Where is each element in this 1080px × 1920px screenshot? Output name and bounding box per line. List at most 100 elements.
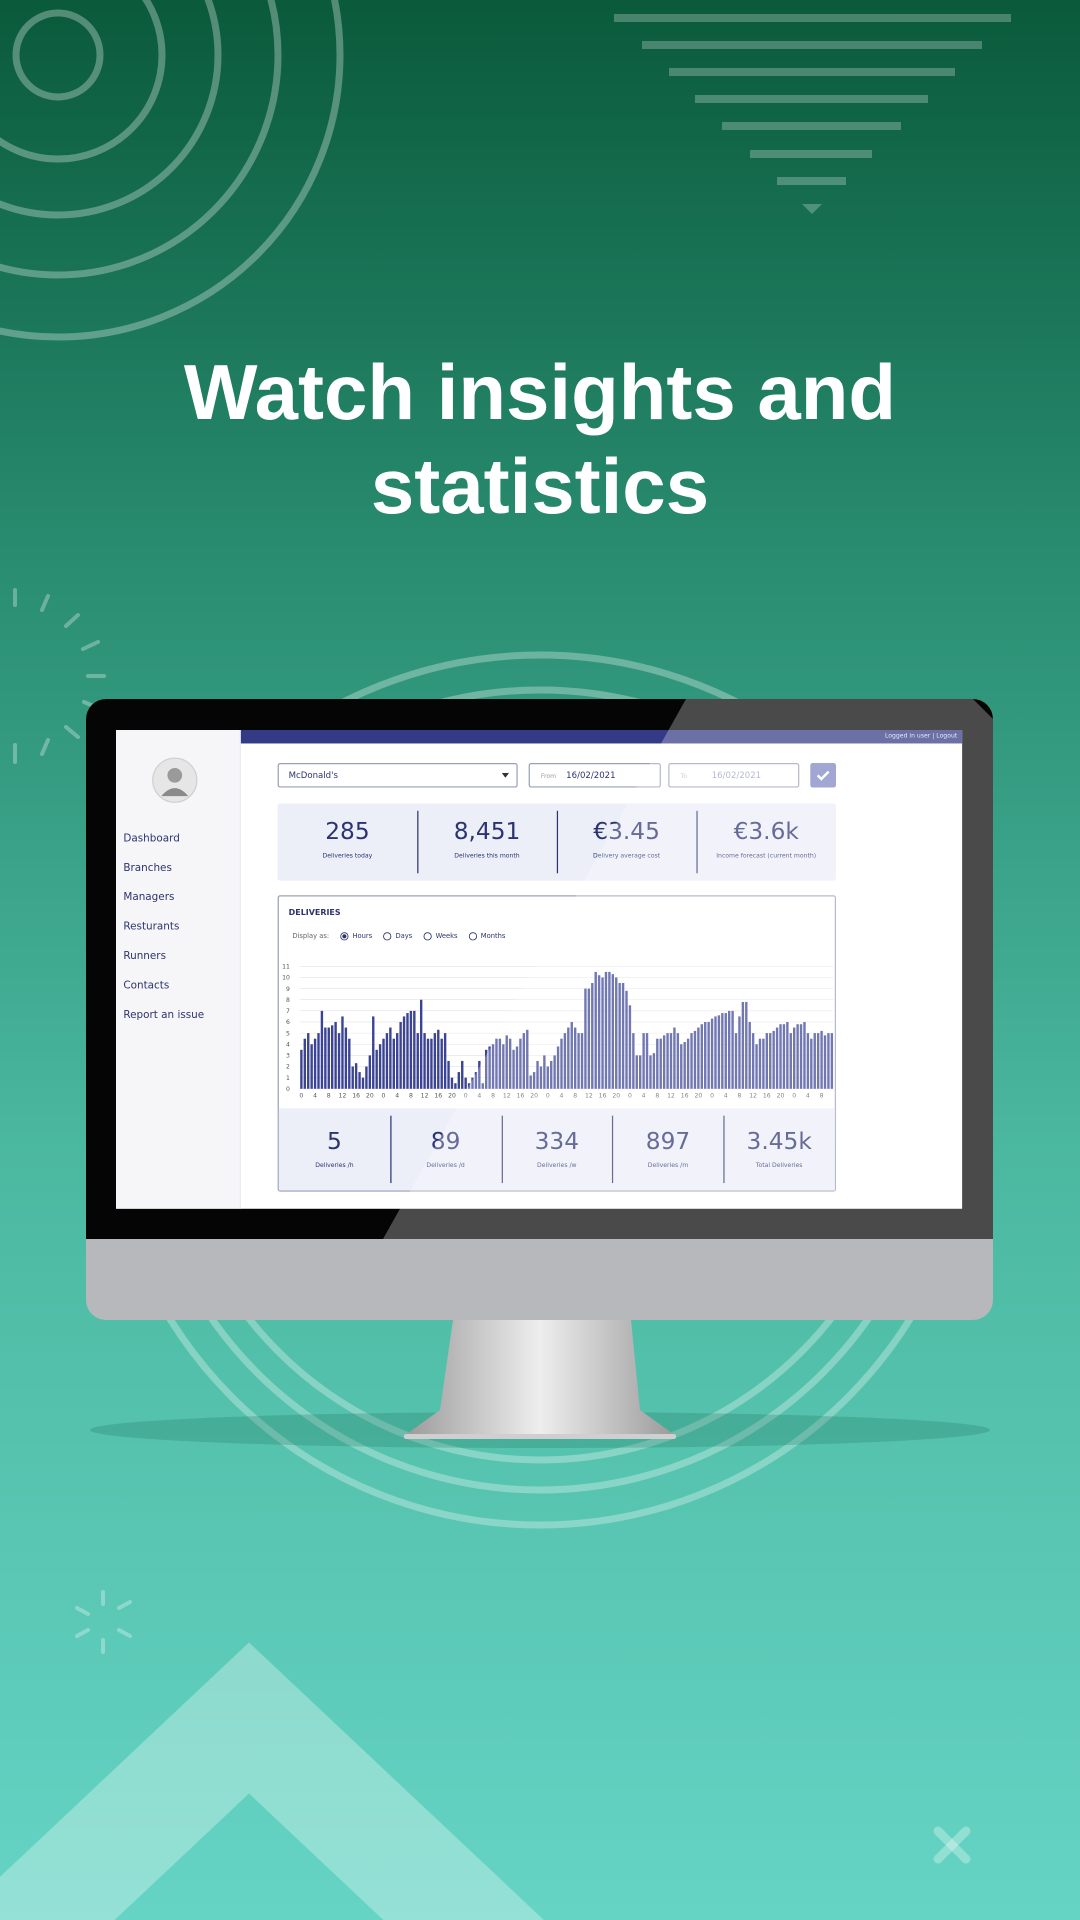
bar: [560, 1038, 563, 1089]
bar: [310, 1044, 313, 1089]
bar: [680, 1044, 683, 1089]
avatar: [152, 757, 198, 803]
bar: [669, 1033, 673, 1089]
from-label: From: [540, 772, 557, 781]
bar: [464, 1077, 467, 1089]
x-tick-label: 0: [464, 1092, 468, 1099]
bar: [419, 999, 423, 1089]
bar: [656, 1038, 659, 1089]
radio-option[interactable]: Months: [468, 932, 505, 941]
bar: [543, 1055, 546, 1089]
bar: [779, 1024, 782, 1089]
y-tick-label: 4: [286, 1041, 290, 1048]
logout-link[interactable]: Logout: [936, 732, 958, 740]
bar: [758, 1038, 762, 1089]
y-tick-label: 11: [282, 964, 290, 971]
bar: [567, 1027, 570, 1089]
stat-value: 8,451: [453, 818, 521, 846]
x-tick-label: 0: [792, 1092, 796, 1099]
bar: [508, 1038, 512, 1089]
bar: [300, 1049, 303, 1089]
radio-label: Hours: [352, 932, 373, 941]
restaurant-select[interactable]: McDonald's: [277, 763, 518, 788]
from-date[interactable]: From 16/02/2021: [528, 763, 661, 788]
bar: [361, 1077, 365, 1089]
bar: [471, 1077, 474, 1089]
x-tick-label: 12: [503, 1092, 511, 1099]
radio-option[interactable]: Hours: [340, 932, 372, 941]
bar: [320, 1010, 324, 1089]
bar: [385, 1033, 389, 1089]
bar: [820, 1030, 823, 1089]
bar: [673, 1027, 676, 1089]
bar: [806, 1033, 810, 1089]
menu-item[interactable]: Report an issue: [123, 1009, 205, 1022]
menu-item[interactable]: Dashboard: [123, 832, 180, 846]
bar: [830, 1033, 834, 1089]
bar: [348, 1038, 351, 1089]
stat-label: Deliveries this month: [454, 852, 520, 860]
bar: [570, 1021, 573, 1089]
bar: [608, 971, 611, 1089]
bar: [382, 1038, 385, 1089]
x-tick-label: 8: [491, 1092, 495, 1099]
radio-option[interactable]: Weeks: [423, 932, 458, 941]
x-tick-label: 8: [327, 1092, 331, 1099]
bar: [615, 977, 618, 1089]
bar: [731, 1010, 734, 1089]
bar: [406, 1013, 409, 1089]
x-tick-label: 4: [806, 1092, 810, 1099]
menu-item[interactable]: Branches: [123, 862, 172, 875]
bar: [392, 1038, 395, 1089]
bar: [337, 1033, 341, 1089]
bar: [433, 1033, 437, 1089]
display-options: Display as: Hours Days Weeks Months: [292, 932, 505, 941]
radio: [423, 932, 432, 941]
stats-card: 285 Deliveries today 8,451 Deliveries this …: [277, 803, 837, 881]
divider: [390, 1115, 392, 1184]
bar: [810, 1038, 813, 1089]
radio-label: Days: [395, 932, 413, 941]
bar: [748, 1021, 751, 1089]
bar: [430, 1038, 433, 1089]
stat-cell: 334 Deliveries /w: [501, 1108, 612, 1190]
menu-item[interactable]: Resturants: [123, 921, 180, 934]
bar: [375, 1049, 378, 1089]
apply-button[interactable]: [810, 763, 837, 788]
to-date[interactable]: To 16/02/2021: [668, 763, 800, 788]
menu-item[interactable]: Managers: [123, 891, 175, 904]
bar: [638, 1055, 642, 1089]
x-tick-label: 16: [434, 1092, 442, 1099]
radio: [383, 932, 392, 941]
bar: [368, 1055, 372, 1089]
bar: [484, 1049, 488, 1089]
radio: [468, 932, 477, 941]
bar: [769, 1033, 772, 1089]
bar: [498, 1038, 502, 1089]
menu-item[interactable]: Contacts: [123, 979, 170, 993]
radio-label: Weeks: [435, 932, 458, 941]
bar: [772, 1030, 775, 1089]
radio-option[interactable]: Days: [383, 932, 412, 941]
x-tick-label: 4: [477, 1092, 481, 1099]
bar: [317, 1033, 320, 1089]
x-tick-label: 12: [667, 1092, 675, 1099]
bar: [505, 1035, 508, 1089]
bar: [741, 1001, 745, 1089]
bar: [550, 1060, 553, 1089]
menu-item[interactable]: Runners: [123, 950, 167, 963]
summary-strip: 5 Deliveries /h 89 Deliveries /d 334 Deliveri…: [278, 1108, 835, 1191]
y-tick-label: 8: [286, 997, 290, 1004]
stat-value: 285: [325, 818, 370, 846]
stat-label: Deliveries /w: [537, 1162, 577, 1170]
bar: [591, 983, 594, 1089]
bar: [604, 971, 608, 1089]
bar: [676, 1033, 680, 1089]
bar: [693, 1030, 697, 1089]
to-value: 16/02/2021: [711, 770, 762, 781]
stat-label: Deliveries /m: [647, 1162, 689, 1170]
bar: [495, 1038, 498, 1089]
stat-value: 897: [645, 1127, 691, 1155]
